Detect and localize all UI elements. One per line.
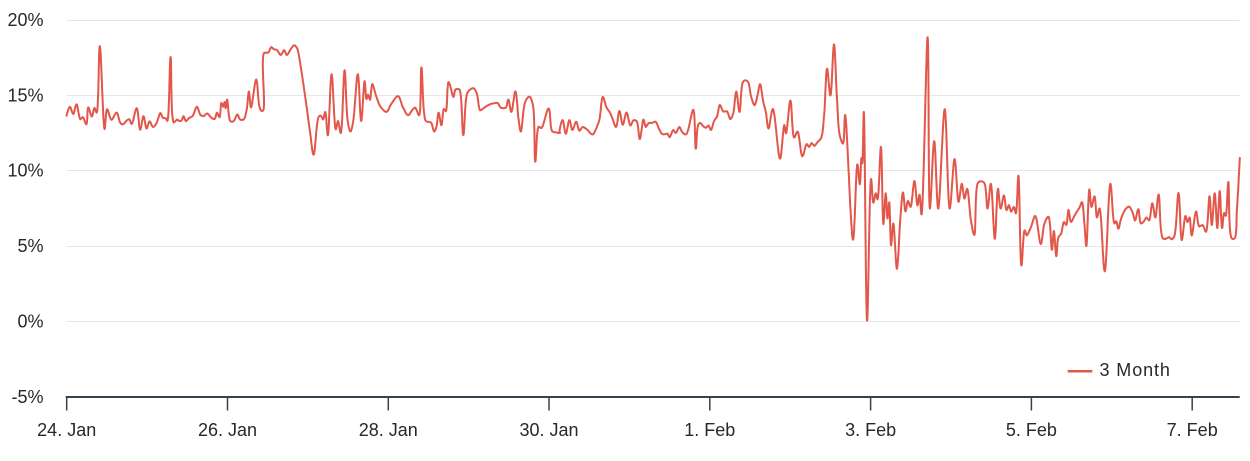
- svg-text:3 Month: 3 Month: [1100, 360, 1171, 380]
- svg-text:10%: 10%: [7, 161, 43, 181]
- svg-text:30. Jan: 30. Jan: [519, 420, 578, 440]
- svg-text:20%: 20%: [7, 10, 43, 30]
- svg-text:5%: 5%: [17, 236, 43, 256]
- svg-text:0%: 0%: [17, 311, 43, 331]
- svg-text:-5%: -5%: [11, 387, 43, 407]
- svg-text:26. Jan: 26. Jan: [198, 420, 257, 440]
- svg-text:1. Feb: 1. Feb: [684, 420, 735, 440]
- svg-text:3. Feb: 3. Feb: [845, 420, 896, 440]
- svg-text:7. Feb: 7. Feb: [1167, 420, 1218, 440]
- svg-text:15%: 15%: [7, 85, 43, 105]
- svg-text:24. Jan: 24. Jan: [37, 420, 96, 440]
- svg-text:28. Jan: 28. Jan: [359, 420, 418, 440]
- svg-text:5. Feb: 5. Feb: [1006, 420, 1057, 440]
